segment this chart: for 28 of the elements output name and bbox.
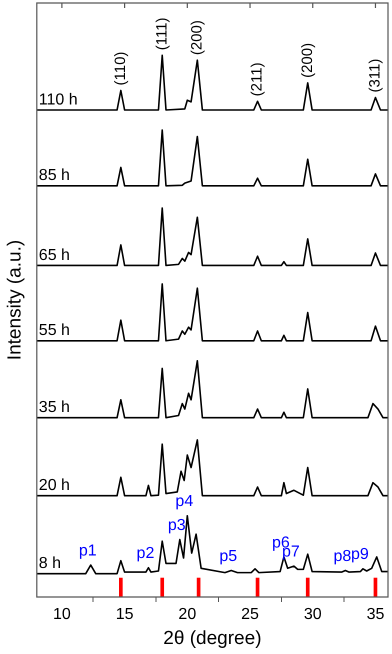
annotation: p5 — [219, 548, 238, 565]
series-label: 110 h — [38, 91, 78, 108]
y-axis-title: Intensity (a.u.) — [4, 240, 26, 360]
series-label: 8 h — [38, 555, 62, 572]
series-label: 20 h — [38, 477, 70, 494]
x-tick-label: 30 — [304, 606, 322, 624]
series-label: 85 h — [38, 167, 70, 184]
annotation: (200) — [188, 20, 206, 56]
x-tick-label: 15 — [116, 606, 134, 624]
annotation: p4 — [175, 493, 194, 510]
annotation: (211) — [248, 62, 266, 96]
annotation: (111) — [153, 17, 170, 50]
annotation: p1 — [78, 542, 97, 560]
annotation: p8 — [333, 548, 352, 565]
x-axis-title: 2θ (degree) — [163, 628, 262, 649]
annotation: p2 — [136, 545, 154, 562]
annotation: (110) — [112, 52, 129, 86]
annotation: p9 — [351, 546, 369, 564]
series-label: 55 h — [38, 322, 70, 340]
x-tick-label: 25 — [241, 606, 260, 624]
x-tick-label: 20 — [178, 606, 196, 624]
annotation: p3 — [168, 516, 186, 534]
series-label: 65 h — [38, 246, 70, 264]
x-tick-label: 10 — [52, 606, 71, 624]
annotation: (311) — [366, 58, 384, 93]
series-label: 35 h — [38, 399, 70, 416]
x-tick-label: 35 — [366, 606, 384, 624]
annotation: (200) — [298, 42, 316, 78]
